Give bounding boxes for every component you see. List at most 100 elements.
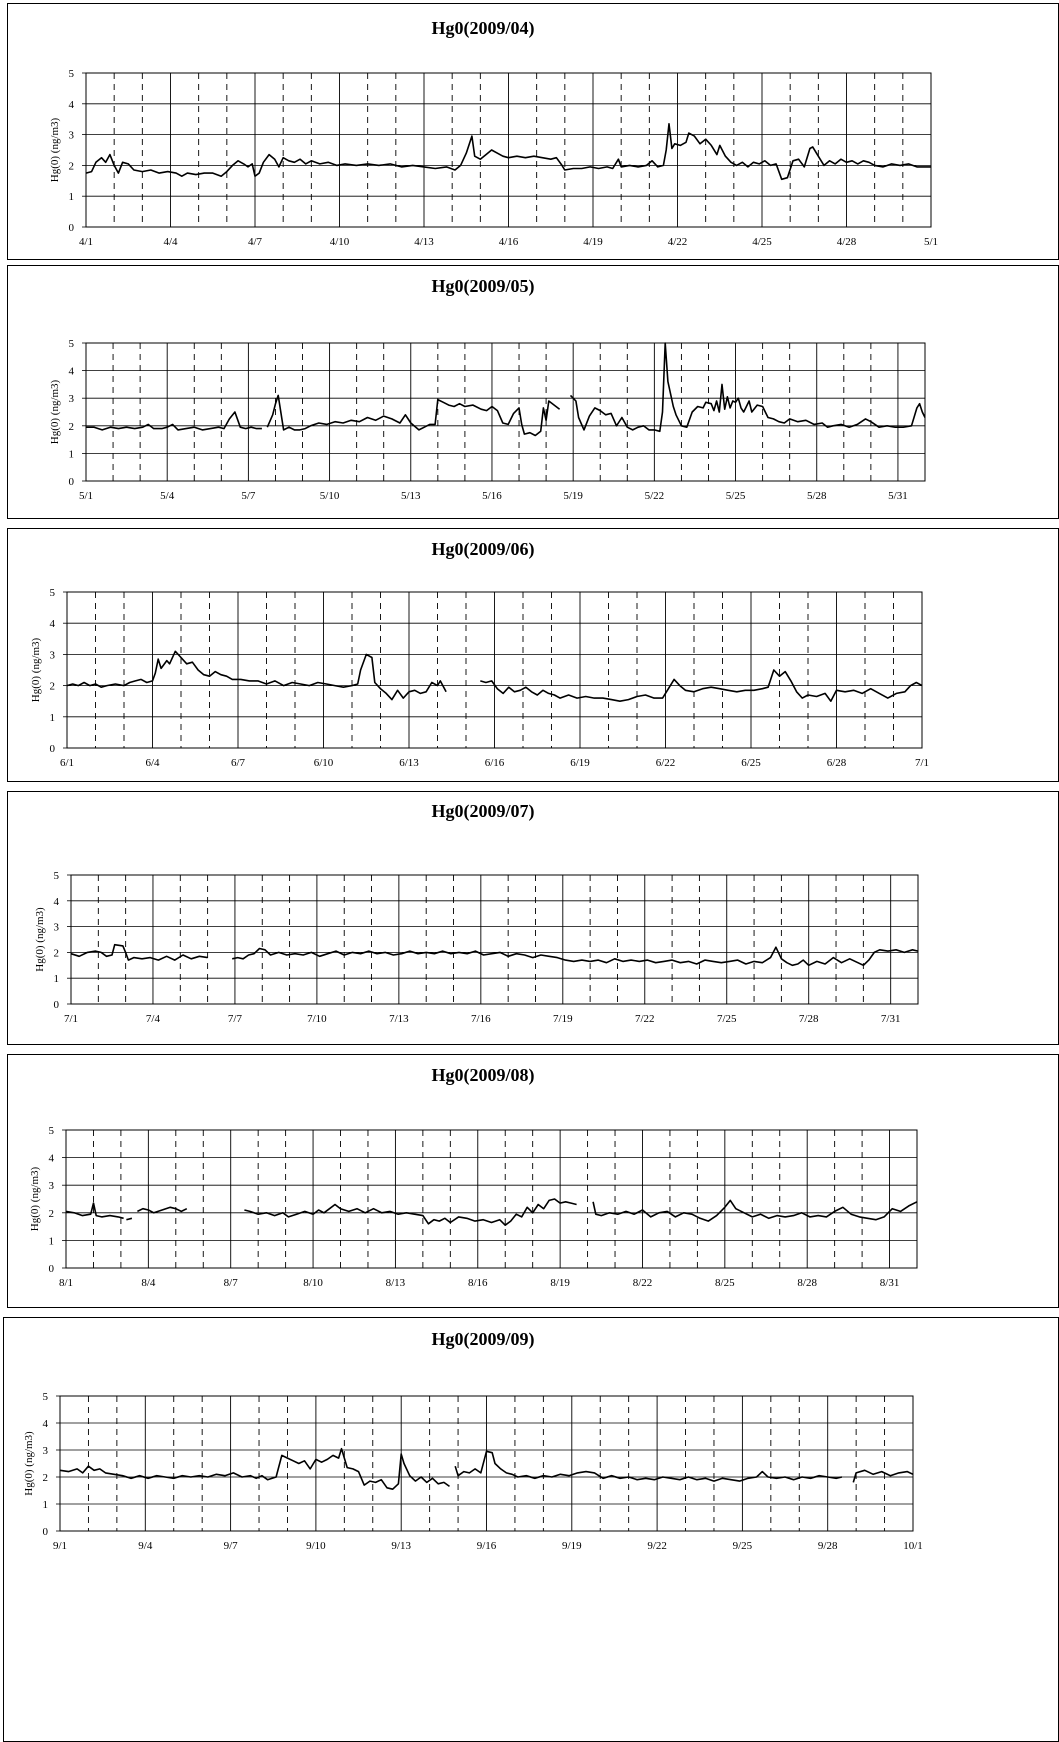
y-tick-label: 1 (50, 712, 56, 724)
y-axis-label-text: Hg(0) (ng/m3) (29, 1166, 41, 1231)
hg0-series-line (852, 1469, 914, 1483)
x-tick-label: 6/7 (231, 757, 246, 769)
x-tick-label: 4/19 (583, 236, 603, 248)
chart-2009-07: Hg0(2009/07) 0 1 2 3 4 5 7/1 7/4 7/7 7/10 7/13 7/16 7… (34, 801, 919, 1025)
y-tick-label: 0 (54, 999, 60, 1011)
y-axis-label: Hg(0) (ng/m3) (23, 1431, 35, 1496)
y-tick-label: 1 (69, 448, 75, 460)
y-tick-label: 4 (54, 896, 60, 908)
chart-2009-04: Hg0(2009/04) 0 1 2 3 4 5 4/1 4/4 4/7 4/10 4/13 4/16 4… (49, 18, 938, 248)
chart-title: Hg0(2009/05) (432, 276, 535, 297)
x-tick-label: 4/25 (752, 236, 772, 248)
x-tick-label: 8/4 (141, 1277, 156, 1289)
y-tick-label: 0 (49, 1263, 55, 1275)
y-tick-label: 3 (69, 130, 75, 142)
y-axis-label: Hg(0) (ng/m3) (49, 379, 61, 444)
x-tick-label: 8/7 (224, 1277, 239, 1289)
x-tick-label: 6/4 (145, 757, 160, 769)
x-tick-label: 4/7 (248, 236, 263, 248)
x-tick-label: 7/1 (915, 757, 929, 769)
y-tick-label: 5 (69, 68, 75, 80)
y-tick-label: 4 (43, 1418, 49, 1430)
y-tick-label: 1 (54, 973, 60, 985)
y-tick-label: 2 (54, 947, 60, 959)
y-axis-label: Hg(0) (ng/m3) (49, 117, 61, 182)
x-tick-label: 8/25 (715, 1277, 735, 1289)
y-axis-label-text: Hg(0) (ng/m3) (49, 117, 61, 182)
x-tick-label: 6/25 (741, 757, 761, 769)
plot-frame (66, 591, 923, 749)
chart-2009-08: Hg0(2009/08) 0 1 2 3 4 5 8/1 8/4 8/7 8/10 8/13 8/16 8… (29, 1065, 918, 1289)
hg0-series-line (86, 411, 262, 431)
hg0-series-line (137, 1206, 188, 1214)
chart-title: Hg0(2009/07) (432, 801, 535, 822)
x-tick-label: 9/19 (562, 1540, 582, 1552)
x-tick-label: 8/16 (468, 1277, 488, 1289)
x-tick-label: 5/19 (563, 490, 583, 502)
hg0-series-line (70, 943, 208, 961)
x-tick-label: 9/28 (818, 1540, 838, 1552)
x-tick-label: 7/10 (307, 1013, 327, 1025)
x-tick-label: 4/22 (668, 236, 688, 248)
x-tick-label: 9/4 (138, 1540, 153, 1552)
plot-frame (70, 874, 919, 1005)
x-tick-label: 4/1 (79, 236, 93, 248)
y-tick-label: 5 (50, 587, 56, 599)
chart-panel-2009-05: Hg0(2009/05) 0 1 2 3 4 5 5/1 5/4 5/7 5/10 5/13 5/16 5… (7, 265, 1059, 519)
chart-2009-09: Hg0(2009/09) 0 1 2 3 4 5 9/1 9/4 9/7 9/10 9/13 9/16 9… (23, 1329, 923, 1552)
x-tick-label: 8/31 (880, 1277, 900, 1289)
plot-frame (85, 72, 932, 228)
hg0-series-line (454, 1450, 843, 1482)
y-axis-label-text: Hg(0) (ng/m3) (49, 379, 61, 444)
chart-title: Hg0(2009/09) (432, 1329, 535, 1350)
x-tick-label: 4/28 (837, 236, 857, 248)
x-tick-label: 5/1 (924, 236, 938, 248)
x-tick-label: 5/13 (401, 490, 421, 502)
x-tick-label: 7/4 (146, 1013, 161, 1025)
x-tick-label: 6/10 (314, 757, 334, 769)
x-tick-label: 9/1 (53, 1540, 67, 1552)
y-tick-label: 0 (50, 743, 56, 755)
hg0-series-line (85, 123, 931, 181)
y-tick-label: 4 (49, 1153, 55, 1165)
x-tick-label: 9/22 (647, 1540, 667, 1552)
hg0-series-line (592, 1199, 918, 1222)
x-tick-label: 5/4 (160, 490, 175, 502)
y-tick-label: 2 (69, 421, 75, 433)
x-tick-label: 9/25 (733, 1540, 753, 1552)
x-tick-label: 10/1 (903, 1540, 923, 1552)
hg0-series-line (244, 1198, 577, 1226)
y-tick-label: 3 (49, 1180, 55, 1192)
x-tick-label: 4/13 (414, 236, 434, 248)
y-tick-label: 0 (69, 476, 75, 488)
chart-panel-2009-09: Hg0(2009/09) 0 1 2 3 4 5 9/1 9/4 9/7 9/10 9/13 9/16 9… (3, 1317, 1059, 1742)
y-axis-label-text: Hg(0) (ng/m3) (30, 637, 42, 702)
chart-panel-2009-04: Hg0(2009/04) 0 1 2 3 4 5 4/1 4/4 4/7 4/10 4/13 4/16 4… (7, 3, 1059, 260)
y-tick-label: 1 (69, 191, 75, 203)
y-axis-label: Hg(0) (ng/m3) (30, 637, 42, 702)
x-tick-label: 4/16 (499, 236, 519, 248)
plot-frame (85, 342, 926, 482)
chart-panel-2009-06: Hg0(2009/06) 0 1 2 3 4 5 6/1 6/4 6/7 6/10 6/13 6/16 6… (7, 528, 1059, 782)
y-tick-label: 5 (43, 1391, 49, 1403)
hg0-series-line (66, 650, 447, 701)
x-tick-label: 7/28 (799, 1013, 819, 1025)
y-axis-label-text: Hg(0) (ng/m3) (23, 1431, 35, 1496)
x-tick-label: 7/19 (553, 1013, 573, 1025)
y-axis-label: Hg(0) (ng/m3) (29, 1166, 41, 1231)
chart-2009-06: Hg0(2009/06) 0 1 2 3 4 5 6/1 6/4 6/7 6/10 6/13 6/16 6… (30, 539, 929, 769)
x-tick-label: 9/7 (224, 1540, 239, 1552)
y-tick-label: 0 (69, 222, 75, 234)
y-tick-label: 3 (69, 393, 75, 405)
x-tick-label: 6/16 (485, 757, 505, 769)
x-tick-label: 7/22 (635, 1013, 655, 1025)
x-tick-label: 7/31 (881, 1013, 901, 1025)
y-tick-label: 2 (50, 681, 56, 693)
y-axis-label-text: Hg(0) (ng/m3) (34, 907, 46, 972)
chart-panel-2009-07: Hg0(2009/07) 0 1 2 3 4 5 7/1 7/4 7/7 7/10 7/13 7/16 7… (7, 791, 1059, 1045)
hg0-series-line (569, 342, 926, 433)
x-tick-label: 7/25 (717, 1013, 737, 1025)
chart-panel-2009-08: Hg0(2009/08) 0 1 2 3 4 5 8/1 8/4 8/7 8/10 8/13 8/16 8… (7, 1054, 1059, 1308)
chart-title: Hg0(2009/06) (432, 539, 535, 560)
x-tick-label: 9/13 (391, 1540, 411, 1552)
